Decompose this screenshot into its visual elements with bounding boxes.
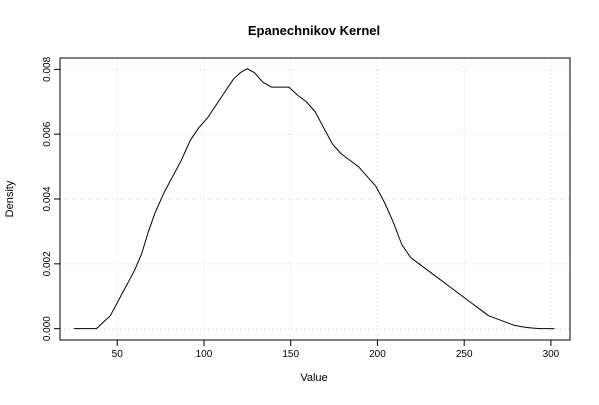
y-tick-label: 0.008 xyxy=(42,56,53,81)
grid xyxy=(60,58,570,340)
y-tick-label: 0.000 xyxy=(42,316,53,341)
y-tick-label: 0.004 xyxy=(42,186,53,211)
x-tick-label: 200 xyxy=(369,349,386,360)
chart-title: Epanechnikov Kernel xyxy=(248,23,380,38)
data-layer xyxy=(73,68,555,330)
density-line xyxy=(73,68,555,330)
x-tick-label: 100 xyxy=(196,349,213,360)
x-axis: 50 100 150 200 250 300 xyxy=(112,339,560,360)
x-tick-label: 150 xyxy=(282,349,299,360)
x-tick-label: 250 xyxy=(456,349,473,360)
x-axis-title: Value xyxy=(300,372,327,384)
x-tick-label: 300 xyxy=(543,349,560,360)
y-tick-label: 0.006 xyxy=(42,121,53,146)
y-tick-label: 0.002 xyxy=(42,251,53,276)
x-tick-label: 50 xyxy=(112,349,124,360)
y-axis-title: Density xyxy=(4,180,16,217)
y-axis: 0.000 0.002 0.004 0.006 0.008 xyxy=(42,56,61,341)
